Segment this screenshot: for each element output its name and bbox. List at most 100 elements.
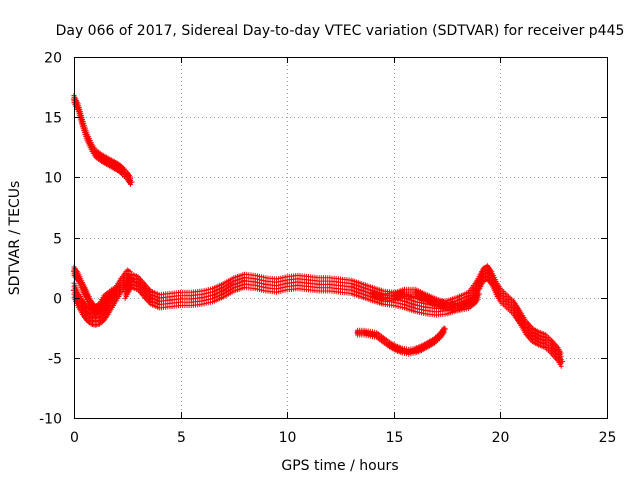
data-point (105, 158, 112, 165)
data-point (471, 287, 478, 294)
data-point (401, 298, 408, 305)
data-point (405, 348, 412, 355)
data-point (92, 307, 99, 314)
data-point (115, 164, 122, 171)
data-point (88, 313, 95, 320)
data-point (105, 293, 112, 300)
data-point (401, 289, 408, 296)
data-point (412, 301, 419, 308)
data-point (92, 150, 99, 157)
marks-layer (71, 93, 566, 369)
data-point (390, 293, 397, 300)
data-point (111, 162, 118, 169)
series-track-5 (354, 325, 448, 357)
y-tick-label: 20 (44, 51, 62, 67)
data-point (141, 287, 148, 294)
data-point (135, 280, 141, 287)
series-track-1 (71, 93, 135, 187)
x-tick-label: 20 (492, 430, 510, 446)
data-point (220, 287, 227, 294)
data-point (75, 104, 82, 111)
data-point (209, 292, 216, 299)
data-point (273, 282, 280, 289)
data-point (454, 304, 461, 311)
data-point (88, 143, 95, 149)
x-tick-label: 5 (177, 430, 186, 446)
data-point (230, 281, 237, 288)
data-point (79, 304, 86, 311)
data-point (444, 303, 451, 310)
data-point (523, 324, 529, 331)
data-point (555, 351, 561, 358)
data-point (316, 281, 323, 288)
grid-layer (74, 57, 607, 418)
data-point (128, 179, 135, 186)
data-point (488, 275, 495, 282)
data-point (373, 332, 380, 338)
x-tick-label: 0 (70, 430, 79, 446)
data-point (422, 304, 429, 311)
y-tick-label: -5 (48, 352, 62, 368)
data-point (177, 295, 184, 302)
data-point (480, 271, 487, 278)
data-point (503, 298, 510, 305)
data-point (465, 301, 472, 308)
y-tick-label: 15 (44, 111, 62, 127)
data-point (367, 330, 374, 337)
data-point (358, 287, 365, 294)
data-point (380, 294, 387, 301)
data-point (147, 294, 154, 301)
data-point (412, 289, 419, 296)
data-point (120, 168, 126, 175)
data-point (100, 310, 107, 317)
data-point (424, 341, 431, 348)
data-point (305, 280, 312, 287)
data-point (188, 295, 195, 302)
data-point (493, 285, 500, 291)
data-point (529, 332, 536, 338)
data-point (510, 304, 517, 311)
data-point (431, 338, 438, 344)
chart-title: Day 066 of 2017, Sidereal Day-to-day VTE… (56, 23, 625, 39)
data-point (96, 313, 103, 320)
data-point (122, 288, 129, 295)
data-point (241, 277, 248, 284)
data-point (96, 304, 103, 311)
data-point (128, 277, 135, 284)
x-tick-label: 25 (599, 430, 617, 446)
data-point (354, 329, 361, 336)
series-track-3 (71, 264, 120, 318)
y-tick-label: 0 (53, 292, 62, 308)
data-point (252, 279, 259, 285)
data-point (535, 335, 542, 342)
data-point (471, 297, 478, 304)
y-axis-label: SDTVAR / TECUs (7, 181, 23, 296)
data-point (418, 345, 425, 352)
y-tick-label: 10 (44, 171, 62, 187)
data-point (105, 304, 112, 311)
y-tick-label: -10 (39, 412, 62, 428)
series-track-6 (369, 286, 483, 314)
ticks-layer: 0 5 10 15 20 25 -10 -5 0 5 10 15 20 (39, 51, 616, 447)
data-point (548, 344, 555, 350)
data-point (484, 269, 491, 276)
data-point (83, 310, 90, 317)
data-point (422, 294, 429, 301)
data-point (75, 274, 82, 281)
data-point (497, 292, 504, 299)
data-point (79, 283, 86, 290)
data-point (83, 292, 90, 299)
x-axis-label: GPS time / hours (281, 458, 398, 474)
data-point (262, 281, 269, 288)
data-point (198, 294, 205, 301)
data-point (392, 345, 399, 352)
x-tick-label: 15 (386, 430, 404, 446)
data-point (117, 282, 124, 289)
data-point (476, 280, 483, 287)
data-point (433, 299, 440, 306)
data-point (369, 291, 376, 298)
data-point (284, 280, 291, 287)
data-point (294, 279, 301, 285)
data-point (361, 329, 367, 336)
data-point (326, 281, 333, 288)
